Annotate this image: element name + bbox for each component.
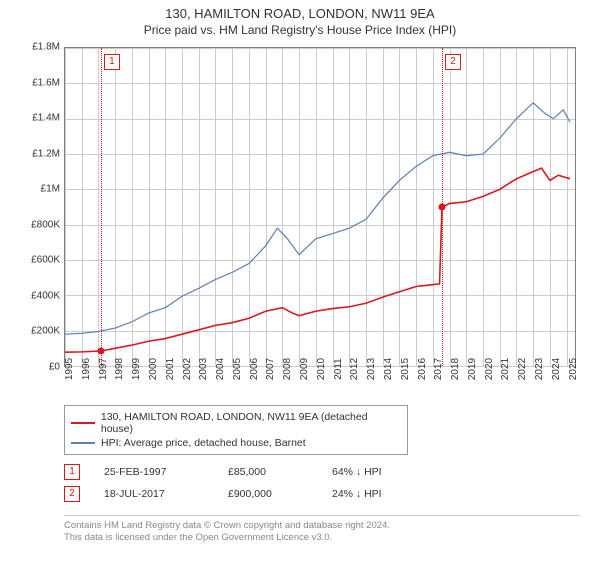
line-series (65, 48, 575, 366)
footer-line-1: Contains HM Land Registry data © Crown c… (64, 520, 580, 532)
sale-price: £85,000 (228, 466, 308, 478)
sale-row: 1 25-FEB-1997 £85,000 64% ↓ HPI (64, 461, 580, 483)
legend-item: HPI: Average price, detached house, Barn… (71, 436, 401, 450)
sale-price: £900,000 (228, 488, 308, 500)
property-line (65, 168, 570, 352)
legend-swatch (71, 422, 95, 424)
sale-marker-box: 2 (445, 54, 461, 70)
y-tick-label: £1.2M (32, 148, 60, 159)
y-tick-label: £0 (49, 362, 60, 373)
sale-marker-box: 1 (104, 54, 120, 70)
y-tick-label: £1.8M (32, 42, 60, 53)
sale-diff: 64% ↓ HPI (332, 466, 432, 478)
chart-subtitle: Price paid vs. HM Land Registry's House … (0, 23, 600, 37)
legend-label: HPI: Average price, detached house, Barn… (101, 437, 306, 449)
sale-marker-line (101, 48, 102, 366)
legend: 130, HAMILTON ROAD, LONDON, NW11 9EA (de… (64, 405, 408, 455)
y-tick-label: £1M (41, 184, 60, 195)
y-tick-label: £800K (31, 219, 60, 230)
chart-area: £0 £200K £400K £600K £800K £1M £1.2M £1.4M £1.6M… (20, 43, 580, 403)
x-tick-label: 2025 (568, 358, 600, 380)
y-tick-label: £200K (31, 326, 60, 337)
sale-marker-dot (439, 204, 446, 211)
sale-date: 25-FEB-1997 (104, 466, 204, 478)
x-axis-labels: 1995199619971998199920002001200220032004… (64, 369, 576, 403)
legend-label: 130, HAMILTON ROAD, LONDON, NW11 9EA (de… (101, 411, 401, 435)
sale-date: 18-JUL-2017 (104, 488, 204, 500)
sale-row: 2 18-JUL-2017 £900,000 24% ↓ HPI (64, 483, 580, 505)
legend-swatch (71, 442, 95, 444)
sale-marker-dot (97, 347, 104, 354)
hpi-line (65, 103, 570, 334)
chart-title: 130, HAMILTON ROAD, LONDON, NW11 9EA (0, 6, 600, 21)
footer-attribution: Contains HM Land Registry data © Crown c… (64, 515, 580, 545)
y-tick-label: £400K (31, 290, 60, 301)
legend-item: 130, HAMILTON ROAD, LONDON, NW11 9EA (de… (71, 410, 401, 436)
sale-diff: 24% ↓ HPI (332, 488, 432, 500)
y-axis-labels: £0£200K£400K£600K£800K£1M£1.2M£1.4M£1.6M… (20, 47, 62, 367)
sales-table: 1 25-FEB-1997 £85,000 64% ↓ HPI 2 18-JUL-2017… (64, 461, 580, 505)
footer-line-2: This data is licensed under the Open Gov… (64, 532, 580, 544)
y-tick-label: £600K (31, 255, 60, 266)
sale-row-marker: 2 (64, 486, 80, 502)
y-tick-label: £1.6M (32, 77, 60, 88)
plot-area: 12 (64, 47, 576, 367)
y-tick-label: £1.4M (32, 113, 60, 124)
sale-row-marker: 1 (64, 464, 80, 480)
